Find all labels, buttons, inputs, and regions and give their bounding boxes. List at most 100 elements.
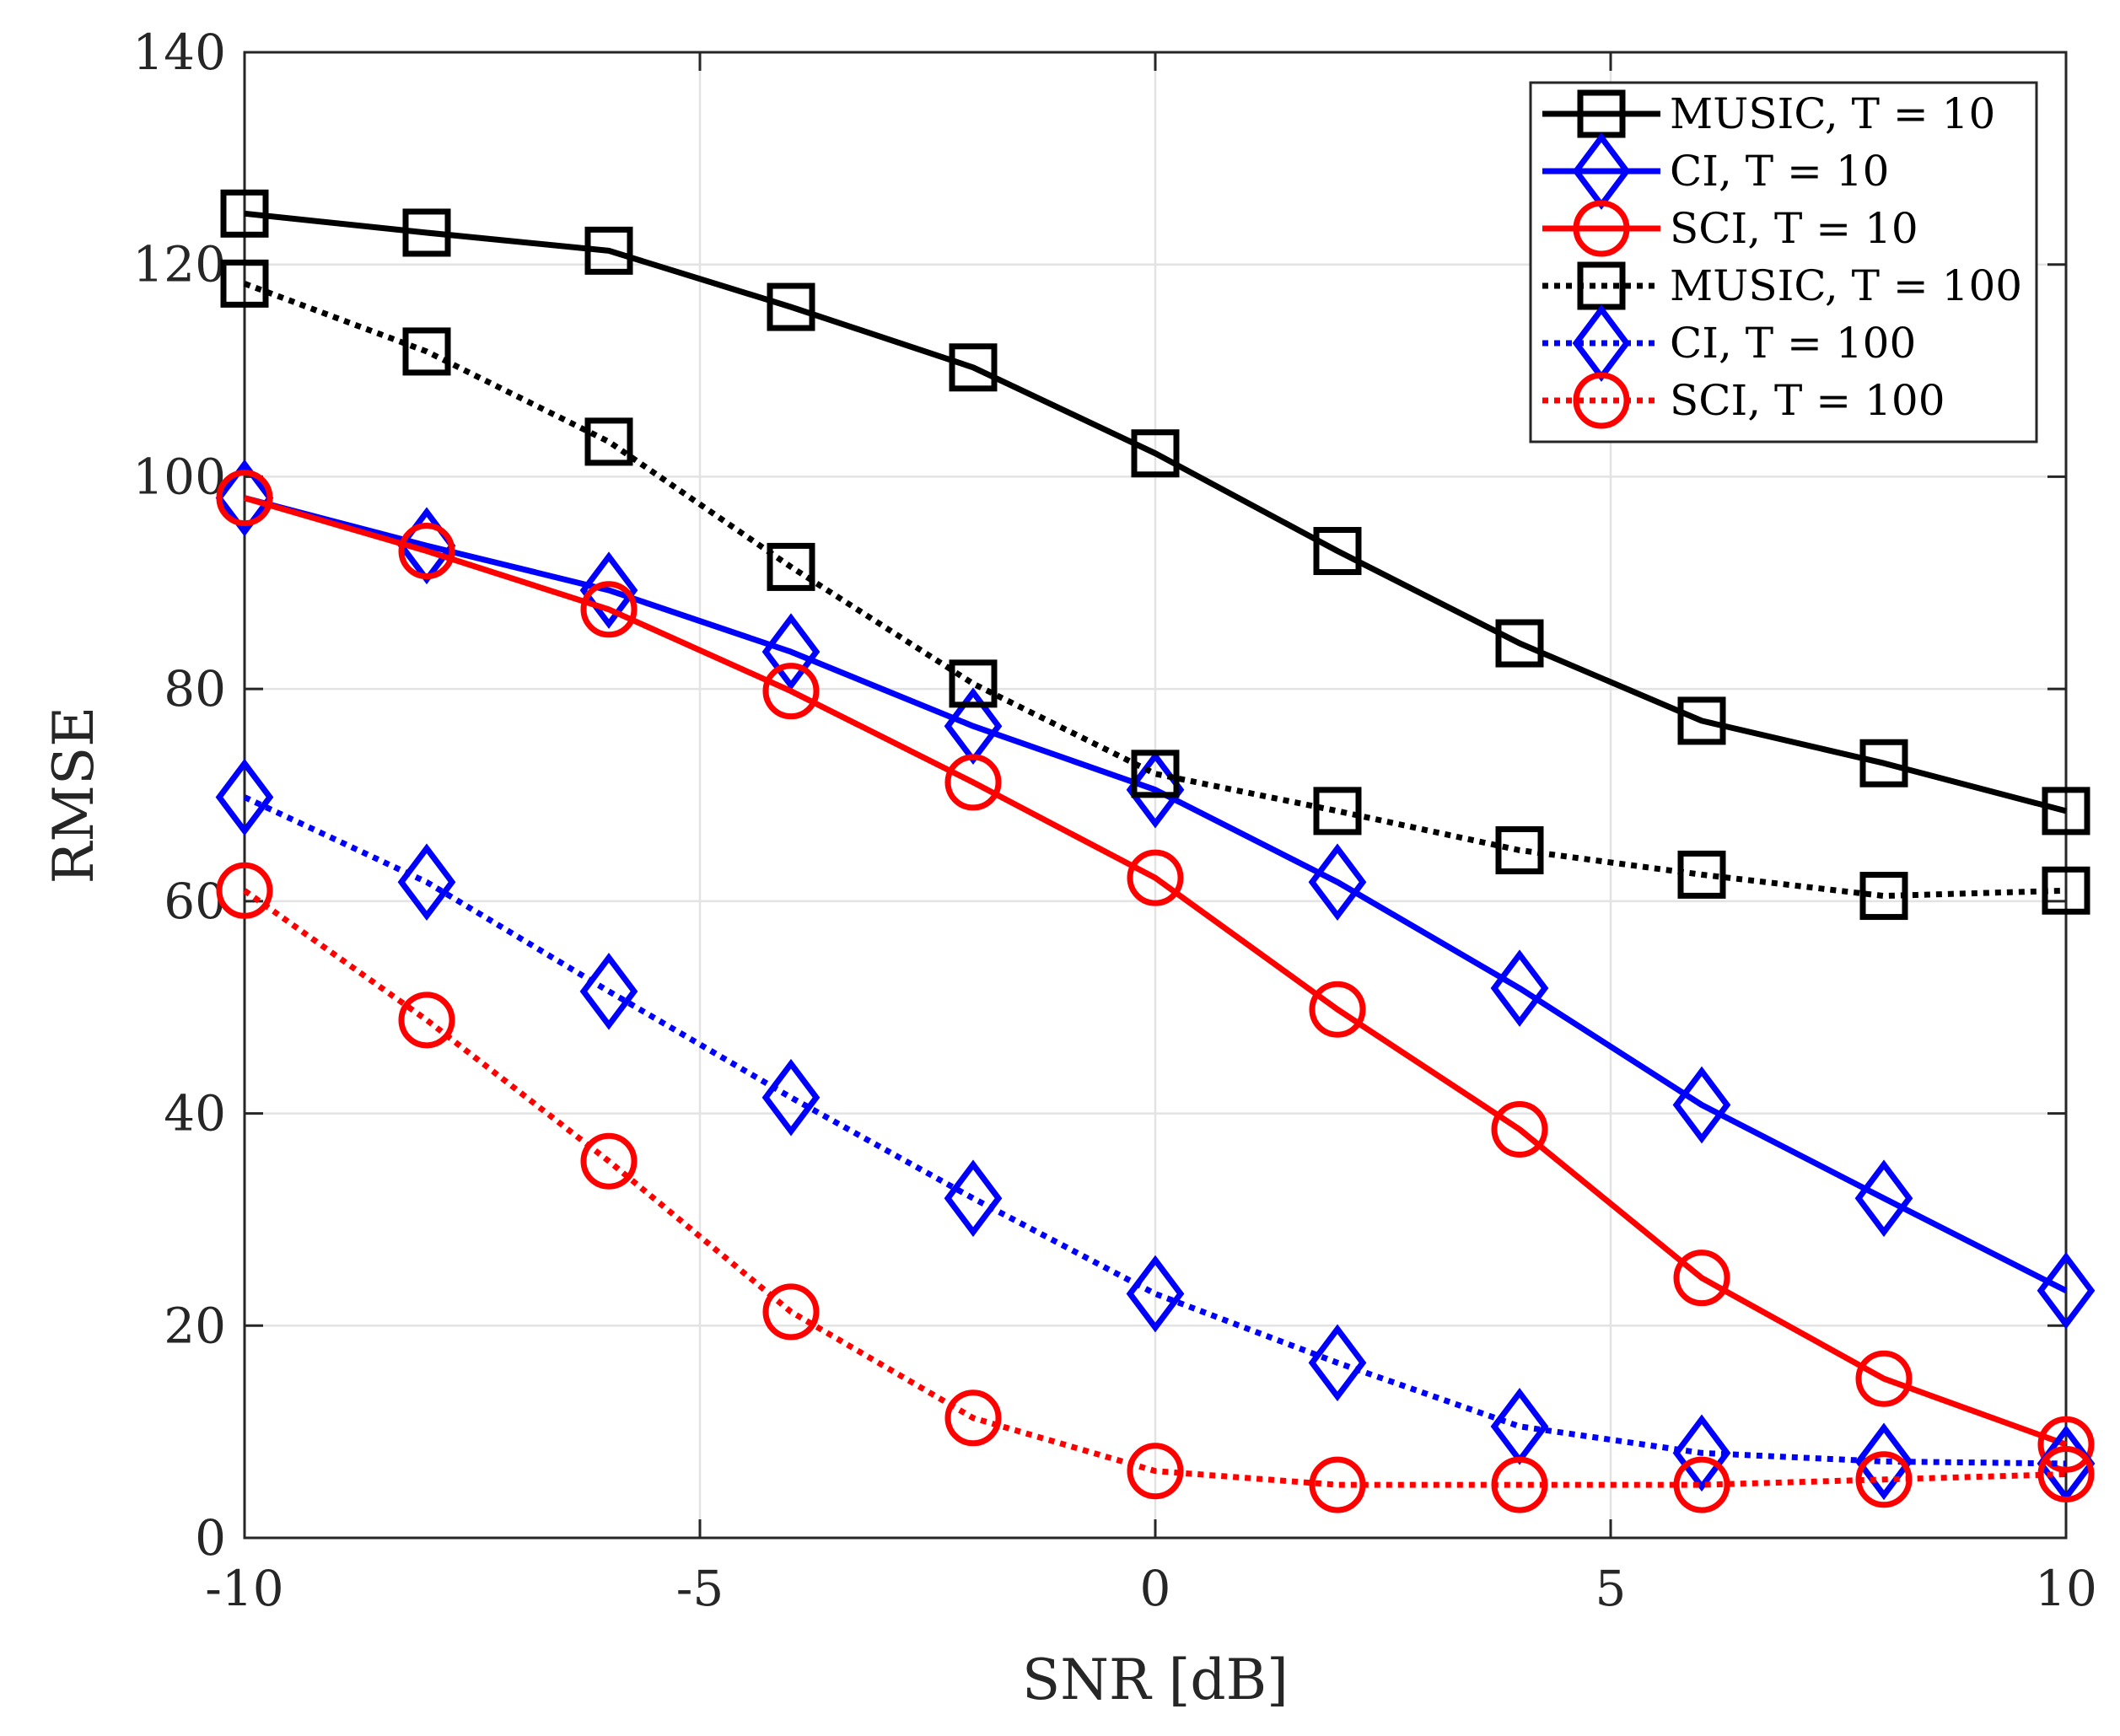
x-tick-label: 0 (1140, 1560, 1171, 1617)
data-point-marker (1673, 1456, 1730, 1513)
data-point-marker (949, 659, 998, 708)
legend-entry: MUSIC, T = 10 (1542, 89, 1995, 138)
data-point-marker (580, 581, 638, 638)
data-point-marker (2037, 1251, 2096, 1330)
data-point-marker (1673, 1250, 1730, 1307)
data-point-marker (1672, 1414, 1731, 1492)
x-tick-label: -5 (676, 1560, 724, 1617)
data-point-marker (215, 459, 274, 537)
legend-entry: SCI, T = 10 (1542, 200, 1918, 257)
data-point-marker (761, 1058, 821, 1137)
data-point-marker (2042, 787, 2090, 836)
data-point-marker (1131, 429, 1180, 478)
series-3 (216, 470, 2095, 1473)
legend-entry: MUSIC, T = 100 (1542, 261, 2022, 310)
series-line (244, 210, 2067, 814)
data-point-marker (1495, 825, 1544, 874)
legend-label: CI, T = 100 (1670, 319, 1916, 368)
data-point-marker (1491, 1100, 1548, 1158)
x-tick-label: 10 (2035, 1560, 2097, 1617)
data-point-marker (1859, 872, 1908, 921)
x-tick-label: -10 (205, 1560, 283, 1617)
data-point-marker (1313, 527, 1362, 576)
y-tick-label: 40 (164, 1085, 226, 1142)
data-point-marker (215, 758, 274, 836)
data-point-marker (1490, 949, 1549, 1027)
series-1 (220, 189, 2090, 836)
data-point-marker (1495, 619, 1544, 668)
data-point-marker (767, 282, 815, 331)
legend-entry: CI, T = 10 (1542, 132, 1889, 210)
data-point-marker (2042, 866, 2090, 915)
legend-entry: SCI, T = 100 (1542, 372, 1945, 429)
data-point-marker (220, 259, 269, 308)
data-point-marker (216, 862, 273, 919)
legend-label: CI, T = 10 (1670, 147, 1889, 196)
data-point-marker (944, 1159, 1003, 1238)
data-point-marker (398, 523, 455, 580)
data-point-marker (2037, 1445, 2095, 1502)
data-point-marker (1131, 750, 1180, 798)
data-point-marker (944, 1389, 1002, 1447)
data-point-marker (1127, 1443, 1184, 1500)
data-point-marker (1309, 981, 1366, 1038)
y-tick-label: 60 (164, 873, 226, 930)
series-line (242, 888, 2067, 1488)
data-point-marker (944, 754, 1002, 811)
data-point-marker (397, 843, 456, 922)
data-series (215, 189, 2096, 1513)
data-point-marker (579, 953, 638, 1030)
legend-label: SCI, T = 10 (1670, 204, 1918, 253)
y-axis-title: RMSE (41, 707, 106, 884)
data-point-marker (1491, 1456, 1548, 1513)
data-point-marker (1126, 1255, 1185, 1333)
legend: MUSIC, T = 10 CI, T = 10 SCI, T = 10 MUSIC,… (1529, 81, 2038, 443)
x-tick-label: 5 (1595, 1560, 1627, 1617)
data-point-marker (216, 470, 273, 527)
legend-marker (1573, 372, 1630, 429)
series-6 (216, 862, 2095, 1513)
series-line (244, 495, 2068, 1293)
data-point-marker (402, 327, 451, 376)
data-point-marker (1855, 1451, 1913, 1508)
data-point-marker (1854, 1422, 1913, 1501)
data-point-marker (1854, 1159, 1913, 1238)
legend-label: SCI, T = 100 (1670, 376, 1945, 425)
data-point-marker (949, 343, 998, 392)
data-point-marker (1677, 696, 1726, 745)
x-axis-title: SNR [dB] (1022, 1647, 1289, 1712)
data-point-marker (584, 417, 633, 466)
data-point-marker (1313, 787, 1362, 836)
series-4 (220, 259, 2090, 921)
legend-marker (1573, 200, 1630, 257)
data-point-marker (762, 663, 820, 720)
y-tick-label: 20 (164, 1297, 226, 1354)
y-tick-label: 140 (132, 24, 226, 81)
data-point-marker (1309, 1456, 1366, 1513)
series-line (243, 281, 2067, 900)
y-tick-label: 80 (164, 660, 226, 718)
series-line (243, 794, 2067, 1467)
data-point-marker (1672, 1066, 1731, 1144)
data-point-marker (220, 189, 269, 238)
data-point-marker (580, 1132, 638, 1190)
data-point-marker (398, 992, 455, 1049)
legend-label: MUSIC, T = 100 (1670, 261, 2022, 310)
series-line (244, 495, 2068, 1448)
y-tick-label: 100 (132, 448, 226, 505)
data-point-marker (762, 1283, 820, 1341)
data-point-marker (402, 208, 451, 257)
data-point-marker (2037, 1416, 2095, 1473)
data-point-marker (579, 551, 638, 629)
data-point-marker (1855, 1350, 1913, 1407)
y-tick-label: 120 (132, 236, 226, 293)
data-point-marker (767, 542, 815, 591)
data-point-marker (1677, 850, 1726, 899)
data-point-marker (761, 613, 821, 691)
data-point-marker (1308, 843, 1367, 922)
data-point-marker (1859, 739, 1908, 787)
data-point-marker (1127, 849, 1184, 906)
data-point-marker (1308, 1324, 1367, 1402)
data-point-marker (584, 226, 633, 275)
